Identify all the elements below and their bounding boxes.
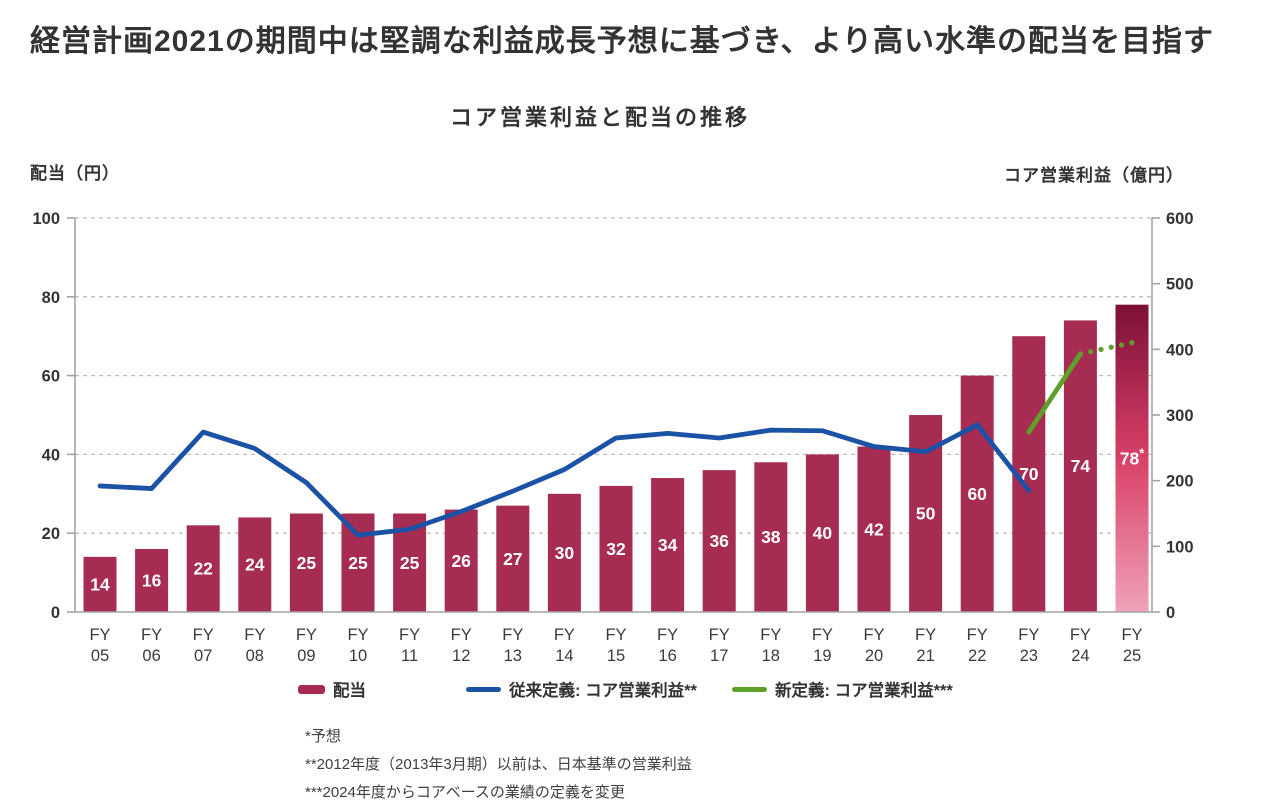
x-label-FY14: FY 14 xyxy=(554,626,575,665)
bar-FY25 xyxy=(1115,304,1149,612)
x-label-FY19: FY 19 xyxy=(812,626,833,665)
bar-label-FY12: 26 xyxy=(451,551,471,571)
x-label-FY22: FY 22 xyxy=(967,626,988,665)
bar-FY05 xyxy=(83,556,117,612)
bar-FY07 xyxy=(186,525,220,612)
line-series-new-definition-solid xyxy=(1026,351,1083,435)
bar-label-FY19: 40 xyxy=(813,523,833,543)
legend-label-old-definition: 従来定義: コア営業利益** xyxy=(509,682,697,700)
x-label-FY11: FY 11 xyxy=(399,626,420,665)
legend-item-old-definition: 従来定義: コア営業利益** xyxy=(466,677,697,701)
bar-label-FY08: 24 xyxy=(245,555,265,575)
left-tick-80: 80 xyxy=(42,289,60,307)
bar-label-FY09: 25 xyxy=(297,553,317,573)
right-tick-200: 200 xyxy=(1166,473,1194,491)
bar-FY17 xyxy=(702,470,736,612)
x-label-FY16: FY 16 xyxy=(657,626,678,665)
bar-label-FY14: 30 xyxy=(555,543,575,563)
line-series-new-definition-forecast-dotted xyxy=(1077,340,1135,357)
new-definition-line-swatch xyxy=(732,686,767,692)
right-tick-400: 400 xyxy=(1166,341,1194,359)
right-tick-0: 0 xyxy=(1166,604,1175,622)
x-label-FY23: FY 23 xyxy=(1018,626,1039,665)
bar-label-FY15: 32 xyxy=(606,539,626,559)
x-label-FY10: FY 10 xyxy=(347,626,368,665)
bar-FY15 xyxy=(599,485,633,612)
bar-label-FY10: 25 xyxy=(348,553,368,573)
bar-label-FY23: 70 xyxy=(1019,464,1039,484)
footnote-forecast: *予想 xyxy=(305,728,341,745)
x-label-FY06: FY 06 xyxy=(141,626,162,665)
x-label-FY07: FY 07 xyxy=(193,626,214,665)
bar-label-FY13: 27 xyxy=(503,549,522,569)
footnotes: *予想 **2012年度（2013年3月期）以前は、日本基準の営業利益 ***2… xyxy=(305,723,692,807)
bar-FY20 xyxy=(857,446,891,612)
bar-label-FY07: 22 xyxy=(193,559,213,579)
x-label-FY13: FY 13 xyxy=(502,626,523,665)
x-label-FY05: FY 05 xyxy=(89,626,110,665)
page-title: 経営計画2021の期間中は堅調な利益成長予想に基づき、より高い水準の配当を目指す xyxy=(30,25,1215,58)
bar-FY13 xyxy=(496,505,530,612)
right-tick-100: 100 xyxy=(1166,538,1194,556)
left-tick-40: 40 xyxy=(42,446,60,464)
right-tick-300: 300 xyxy=(1166,407,1194,425)
footnote-new-definition: ***2024年度からコアベースの業績の定義を変更 xyxy=(305,784,625,801)
left-axis-title: 配当（円） xyxy=(30,164,120,183)
bar-label-FY16: 34 xyxy=(658,535,678,555)
footnote-jgaap: **2012年度（2013年3月期）以前は、日本基準の営業利益 xyxy=(305,756,692,773)
bar-label-FY20: 42 xyxy=(864,519,884,539)
x-label-FY08: FY 08 xyxy=(244,626,265,665)
legend-item-dividend: 配当 xyxy=(298,677,366,701)
old-definition-line-swatch xyxy=(466,686,501,692)
left-tick-100: 100 xyxy=(32,210,60,228)
bar-FY06 xyxy=(135,548,169,612)
x-label-FY21: FY 21 xyxy=(915,626,936,665)
right-tick-500: 500 xyxy=(1166,276,1194,294)
bar-label-FY11: 25 xyxy=(400,553,420,573)
bar-label-FY25: 78* xyxy=(1120,445,1145,468)
right-tick-600: 600 xyxy=(1166,210,1194,228)
chart-title: コア営業利益と配当の推移 xyxy=(449,105,750,130)
left-tick-60: 60 xyxy=(42,368,60,386)
x-label-FY18: FY 18 xyxy=(760,626,781,665)
x-label-FY25: FY 25 xyxy=(1121,626,1142,665)
dividend-bar-swatch xyxy=(298,684,325,694)
bar-FY18 xyxy=(754,462,788,612)
bar-FY22 xyxy=(960,375,994,612)
bar-label-FY24: 74 xyxy=(1071,456,1091,476)
legend-label-new-definition: 新定義: コア営業利益*** xyxy=(775,682,953,700)
right-axis-title: コア営業利益（億円） xyxy=(1004,166,1184,185)
bar-FY16 xyxy=(651,478,685,612)
x-label-FY24: FY 24 xyxy=(1070,626,1091,665)
line-series-old-definition xyxy=(97,422,1032,538)
bar-FY19 xyxy=(805,454,839,612)
left-tick-20: 20 xyxy=(42,525,60,543)
legend-item-new-definition: 新定義: コア営業利益*** xyxy=(732,677,953,701)
bar-label-FY22: 60 xyxy=(967,484,987,504)
x-label-FY12: FY 12 xyxy=(451,626,472,665)
bar-FY12 xyxy=(444,509,478,612)
bar-FY08 xyxy=(238,517,272,612)
bar-label-FY06: 16 xyxy=(142,570,162,590)
bar-FY14 xyxy=(547,493,581,612)
x-label-FY20: FY 20 xyxy=(863,626,884,665)
bar-FY10 xyxy=(341,513,375,612)
x-label-FY09: FY 09 xyxy=(296,626,317,665)
bar-label-FY05: 14 xyxy=(90,574,110,594)
bar-label-FY17: 36 xyxy=(709,531,729,551)
legend-label-dividend: 配当 xyxy=(333,682,366,700)
x-label-FY17: FY 17 xyxy=(709,626,730,665)
left-tick-0: 0 xyxy=(51,604,60,622)
bar-FY09 xyxy=(289,513,323,612)
x-label-FY15: FY 15 xyxy=(605,626,626,665)
bar-label-FY21: 50 xyxy=(916,504,936,524)
bar-label-FY18: 38 xyxy=(761,527,781,547)
